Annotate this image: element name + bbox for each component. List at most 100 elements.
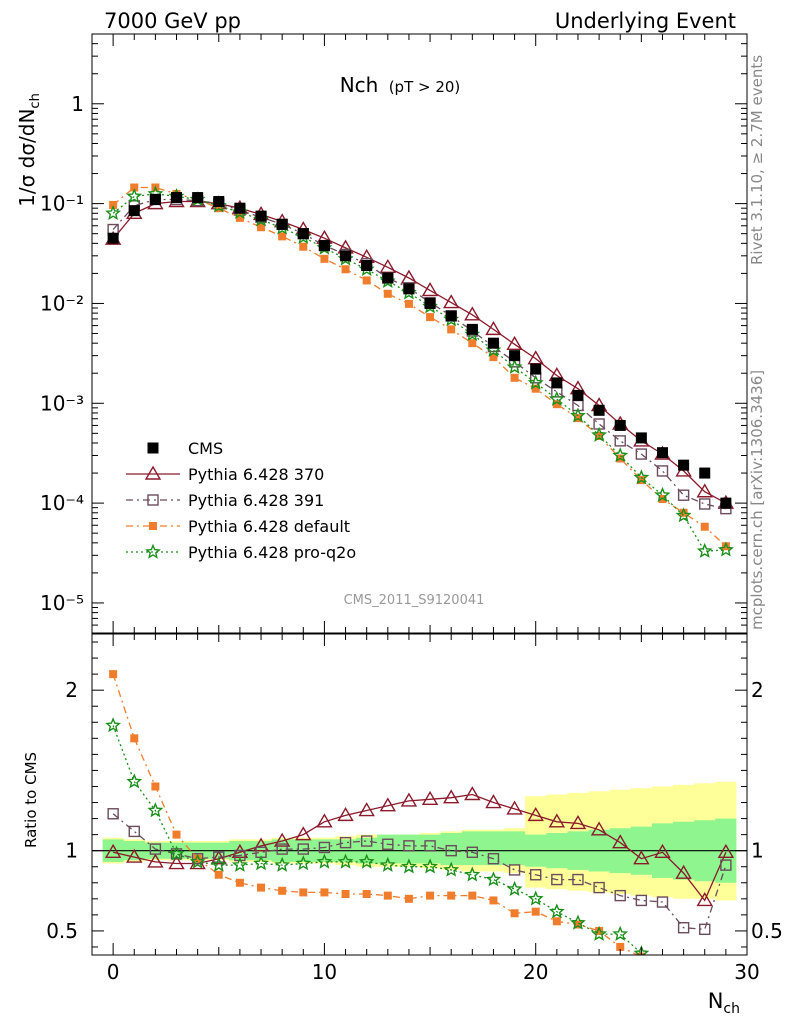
top-point <box>171 192 183 204</box>
top-point <box>699 498 711 510</box>
top-point <box>383 289 392 298</box>
ratio-point <box>341 890 350 899</box>
ratio-point <box>699 969 711 981</box>
ratio-point <box>506 800 523 815</box>
top-point <box>679 508 688 517</box>
ratio-point <box>633 945 650 955</box>
ratio-point <box>383 891 392 900</box>
top-point <box>442 294 460 309</box>
ratio-point <box>104 843 122 858</box>
legend-item: CMS <box>147 439 223 458</box>
top-point <box>635 448 648 460</box>
ratio-point <box>235 878 244 887</box>
ratio-point <box>677 963 689 975</box>
ratio-point <box>318 841 331 854</box>
ratio-point <box>147 853 164 868</box>
top-point <box>721 542 730 551</box>
top-point <box>570 407 586 423</box>
top-point <box>654 486 671 502</box>
ratio-point <box>379 797 397 812</box>
ratio-point <box>675 864 692 879</box>
ratio-series-line <box>112 793 727 902</box>
legend-label: CMS <box>188 439 223 458</box>
ratio-point <box>193 854 202 863</box>
top-ticks: 1 10⁻¹ 10⁻² 10⁻³ 10⁻⁴ 10⁻⁵ <box>40 33 748 634</box>
ratio-point <box>720 976 732 988</box>
ratio-point <box>531 907 540 916</box>
ratio-series-0 <box>104 786 735 907</box>
top-point <box>464 306 481 321</box>
rivet-label: Rivet 3.1.10, ≥ 2.7M events <box>748 55 766 265</box>
ratio-point <box>130 734 139 743</box>
ratio-y-tick-label-left: 2 <box>65 678 78 702</box>
top-point <box>466 323 478 335</box>
legend-label: Pythia 6.428 370 <box>188 465 324 484</box>
ratio-point <box>656 896 669 908</box>
ratio-point <box>552 917 561 926</box>
ratio-point <box>614 889 626 902</box>
ratio-y-tick-label-right: 2 <box>751 678 764 702</box>
top-point <box>276 218 288 230</box>
legend-label: Pythia 6.428 391 <box>188 491 324 510</box>
ratio-point <box>168 855 185 870</box>
ratio-point <box>316 813 333 828</box>
ratio-point <box>591 925 608 941</box>
x-axis-label-sub: ch <box>723 1001 740 1017</box>
ratio-point <box>658 959 666 967</box>
top-point <box>506 358 523 374</box>
ratio-point <box>573 920 582 929</box>
top-point <box>192 192 204 204</box>
top-point <box>257 223 266 232</box>
top-point <box>614 435 626 447</box>
ratio-series-3 <box>105 717 732 988</box>
x-tick-label: 20 <box>523 960 548 984</box>
ratio-point <box>234 849 246 862</box>
top-point <box>527 374 544 390</box>
legend-marker <box>144 465 162 480</box>
ratio-point <box>699 923 711 936</box>
ratio-point <box>447 891 456 900</box>
top-point <box>696 483 713 498</box>
ratio-point <box>701 972 709 980</box>
bottom-ticks: 0.5 0.51 12 20 10 20 30 <box>46 633 783 984</box>
top-point <box>149 193 161 205</box>
ratio-point <box>337 806 354 822</box>
top-point <box>299 242 308 251</box>
top-point <box>109 200 118 209</box>
bottom-frame <box>91 633 748 956</box>
ratio-point <box>426 891 435 900</box>
legend-item: Pythia 6.428 370 <box>126 465 324 484</box>
top-point <box>487 337 499 349</box>
ratio-point <box>231 856 248 872</box>
ratio-point <box>403 840 415 852</box>
ratio-point <box>382 838 394 850</box>
legend-marker <box>147 494 159 506</box>
ratio-point <box>677 922 690 934</box>
top-point <box>297 228 309 240</box>
header-right: Underlying Event <box>555 9 736 33</box>
top-point <box>678 459 690 471</box>
legend-item: Pythia 6.428 391 <box>126 491 324 510</box>
ratio-point <box>295 826 312 841</box>
ratio-point <box>654 843 671 858</box>
ratio-point <box>214 870 223 879</box>
top-point <box>593 404 605 416</box>
ratio-point <box>252 837 270 852</box>
ratio-point <box>278 886 287 895</box>
ratio-point <box>424 840 436 852</box>
top-title: Nch (pT > 20) <box>340 73 461 97</box>
ratio-point <box>569 815 587 830</box>
ratio-point <box>400 792 418 807</box>
top-point <box>635 432 647 444</box>
ratio-point <box>530 869 542 881</box>
ratio-point <box>362 890 371 899</box>
ratio-point <box>320 888 329 897</box>
top-point <box>506 335 523 350</box>
ratio-point <box>273 832 291 847</box>
top-point <box>318 240 330 252</box>
ratio-point <box>404 894 413 903</box>
bottom-data <box>92 670 747 988</box>
ratio-y-label: Ratio to CMS <box>22 752 40 848</box>
top-y-tick-label: 1 <box>71 92 84 116</box>
ratio-point <box>464 786 481 801</box>
